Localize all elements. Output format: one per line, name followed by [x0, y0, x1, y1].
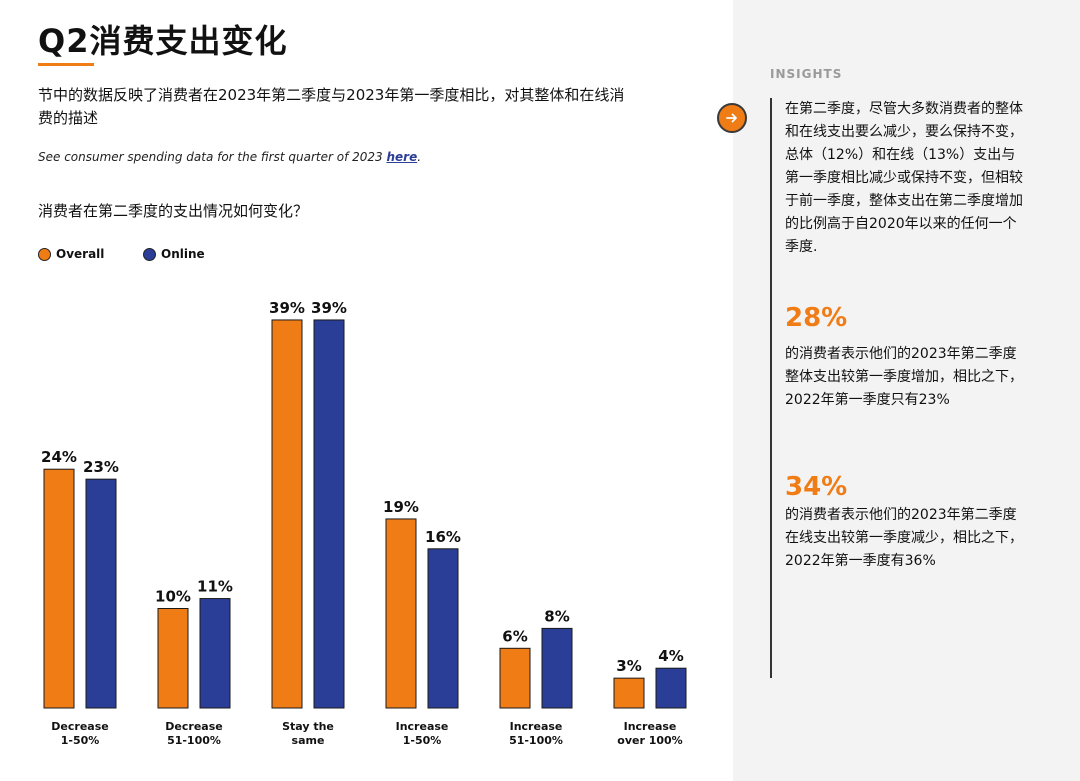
category-label-5-0: Increase — [624, 720, 677, 733]
arrow-right-icon[interactable] — [717, 103, 747, 133]
insights-sidebar: INSIGHTS 在第二季度，尽管大多数消费者的整体和在线支出要么减少，要么保持… — [717, 0, 1080, 781]
legend-item-online: Online — [143, 247, 205, 261]
value-label-overall-3: 19% — [383, 498, 419, 516]
stat-online-decrease: 34% — [785, 472, 848, 502]
value-label-overall-2: 39% — [269, 299, 305, 317]
bar-online-2 — [313, 319, 345, 709]
value-label-online-4: 8% — [544, 607, 569, 625]
value-label-online-2: 39% — [311, 299, 347, 317]
bar-overall-4 — [499, 647, 531, 709]
source-note: See consumer spending data for the first… — [38, 150, 421, 164]
category-label-1-0: Decrease — [165, 720, 222, 733]
value-label-overall-5: 3% — [616, 657, 641, 675]
bar-overall-1 — [157, 608, 189, 709]
category-label-0-1: 1-50% — [61, 734, 100, 747]
insights-divider — [770, 98, 772, 678]
legend-swatch-overall — [38, 247, 51, 261]
title-underline — [38, 63, 94, 66]
chart-question: 消费者在第二季度的支出情况如何变化？ — [38, 202, 309, 220]
category-label-2-1: same — [292, 734, 325, 747]
category-label-4-0: Increase — [510, 720, 563, 733]
bar-online-4 — [541, 627, 573, 709]
category-label-2-0: Stay the — [282, 720, 334, 733]
category-label-0-0: Decrease — [51, 720, 108, 733]
legend-label-overall: Overall — [56, 247, 105, 261]
bar-overall-2 — [271, 319, 303, 709]
category-label-4-1: 51-100% — [509, 734, 563, 747]
bar-overall-3 — [385, 518, 417, 709]
value-label-online-1: 11% — [197, 578, 233, 596]
stat-overall-increase: 28% — [785, 303, 848, 333]
category-label-3-0: Increase — [396, 720, 449, 733]
bar-chart: 24%23%Decrease1-50%10%11%Decrease51-100%… — [41, 299, 687, 747]
value-label-online-5: 4% — [658, 647, 683, 665]
insights-paragraph: 在第二季度，尽管大多数消费者的整体和在线支出要么减少，要么保持不变，总体（12%… — [785, 101, 1023, 255]
category-label-5-1: over 100% — [617, 734, 682, 747]
value-label-overall-4: 6% — [502, 627, 527, 645]
category-label-3-1: 1-50% — [403, 734, 442, 747]
bar-overall-0 — [43, 468, 75, 709]
legend-label-online: Online — [161, 247, 205, 261]
stat-overall-increase-text: 的消费者表示他们的2023年第二季度整体支出较第一季度增加，相比之下，2022年… — [785, 346, 1023, 408]
value-label-online-0: 23% — [83, 458, 119, 476]
legend-swatch-online — [143, 247, 156, 261]
arrow-glyph — [726, 113, 737, 123]
bar-overall-5 — [613, 677, 645, 709]
chart-legend: Overall Online — [38, 247, 338, 265]
bar-online-1 — [199, 598, 231, 709]
bar-online-3 — [427, 548, 459, 709]
insights-label: INSIGHTS — [770, 67, 843, 81]
value-label-online-3: 16% — [425, 528, 461, 546]
bar-online-0 — [85, 478, 117, 709]
source-note-text: See consumer spending data for the first… — [38, 150, 387, 164]
legend-item-overall: Overall — [38, 247, 104, 261]
page-title: Q2消费支出变化 — [38, 22, 288, 60]
value-label-overall-1: 10% — [155, 588, 191, 606]
here-link[interactable]: here — [386, 150, 418, 164]
source-note-end: . — [417, 150, 422, 164]
value-label-overall-0: 24% — [41, 448, 77, 466]
bar-online-5 — [655, 667, 687, 709]
category-label-1-1: 51-100% — [167, 734, 221, 747]
main-panel: Q2消费支出变化 节中的数据反映了消费者在2023年第二季度与2023年第一季度… — [38, 22, 687, 747]
stat-online-decrease-text: 的消费者表示他们的2023年第二季度在线支出较第一季度减少，相比之下，2022年… — [785, 507, 1023, 569]
intro-text: 节中的数据反映了消费者在2023年第二季度与2023年第一季度相比，对其整体和在… — [38, 86, 625, 127]
